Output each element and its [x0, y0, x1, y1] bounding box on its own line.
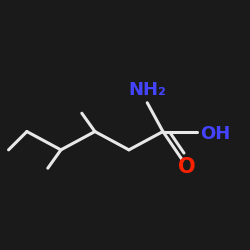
Text: OH: OH	[200, 125, 230, 143]
Text: O: O	[178, 157, 195, 177]
Text: NH₂: NH₂	[128, 81, 166, 99]
